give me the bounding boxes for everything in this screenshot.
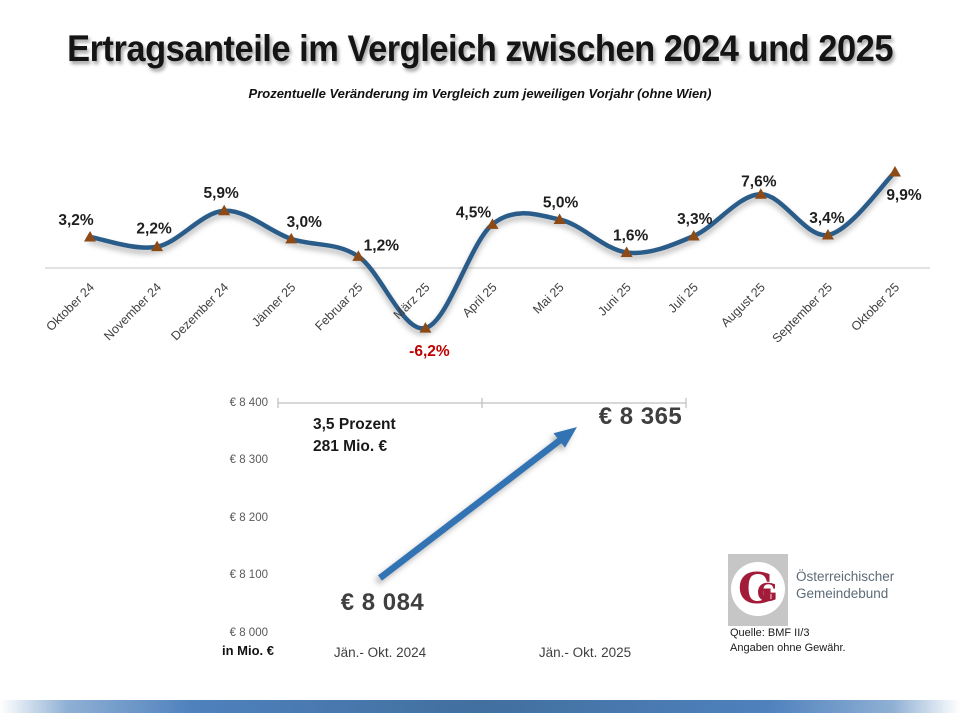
month-axis-label: Oktober 24: [43, 280, 97, 334]
monthly-change-line-chart: 3,2% 2,2% 5,9% 3,0% 1,2% -6,2% 4,5% 5,0% 1,6% 3,3…: [43, 165, 930, 360]
month-axis-label: Juni 25: [595, 280, 633, 318]
month-axis-label: Jänner 25: [249, 280, 298, 329]
data-point-marker: [888, 165, 901, 177]
gemeindebund-logo-icon: G G: [728, 554, 788, 626]
data-point-label: 4,5%: [456, 204, 492, 221]
value-axis-tick-label: € 8 400: [229, 397, 268, 409]
month-axis-label: Mai 25: [530, 280, 566, 316]
logo-circle: G G: [731, 562, 785, 616]
data-point-label: 3,4%: [809, 210, 845, 227]
data-point-label: 3,0%: [287, 214, 323, 231]
value-axis-tick-label: € 8 300: [229, 454, 268, 467]
axis-unit-label: in Mio. €: [222, 643, 274, 658]
data-point-marker: [553, 213, 566, 224]
page-title: Ertragsanteile im Vergleich zwischen 202…: [0, 28, 960, 70]
value-2025: € 8 365: [598, 403, 683, 430]
data-point-marker: [821, 229, 834, 240]
value-2024: € 8 084: [340, 589, 425, 616]
data-point-label: 9,9%: [886, 187, 922, 204]
data-point-label: 3,3%: [677, 211, 713, 228]
data-point-marker: [218, 204, 231, 216]
logo-monogram-outer: G: [738, 564, 774, 613]
data-point-label: 5,0%: [543, 195, 579, 212]
value-axis-tick-label: € 8 000: [229, 626, 268, 639]
data-point-marker: [285, 232, 298, 244]
month-axis-label: Dezember 24: [168, 280, 231, 343]
month-axis-label: Februar 25: [312, 280, 365, 333]
top-gridline: [277, 398, 687, 408]
growth-annotation-amount: 281 Mio. €: [313, 438, 388, 455]
source-line1: Quelle: BMF II/3: [730, 627, 810, 639]
data-point-marker: [151, 240, 164, 252]
month-axis-label: Juli 25: [665, 280, 700, 315]
data-point-marker: [754, 188, 767, 199]
logo-text-line1: Österreichischer: [796, 569, 895, 584]
page-title-text: Ertragsanteile im Vergleich zwischen 202…: [67, 28, 893, 69]
data-point-label: 3,2%: [58, 212, 94, 229]
month-axis-label: Oktober 25: [848, 280, 902, 334]
category-2025: Jän.- Okt. 2025: [538, 645, 632, 660]
data-point-marker: [687, 229, 700, 241]
data-point-marker: [352, 250, 365, 261]
month-axis-label: April 25: [460, 280, 500, 320]
data-point-label: 7,6%: [741, 173, 777, 190]
data-point-label: 1,6%: [613, 227, 649, 244]
growth-annotation-percent: 3,5 Prozent: [313, 416, 396, 433]
month-axis-label: August 25: [718, 280, 768, 330]
month-axis-label: November 24: [101, 280, 164, 343]
page-subtitle: Prozentuelle Veränderung im Vergleich zu…: [248, 86, 712, 101]
data-point-marker: [419, 322, 432, 333]
value-axis-tick-label: € 8 100: [229, 569, 268, 582]
data-point-label: -6,2%: [409, 343, 450, 360]
footer-accent-bar: [0, 700, 960, 713]
growth-annotation: 3,5 Prozent 281 Mio. €: [313, 414, 396, 458]
value-axis-tick-label: € 8 200: [229, 511, 268, 524]
data-point-label: 2,2%: [136, 221, 172, 238]
data-point-marker: [486, 218, 499, 229]
logo-text: Österreichischer Gemeindebund: [796, 568, 894, 602]
growth-arrow-icon: [378, 427, 577, 581]
data-point-marker: [84, 230, 96, 242]
data-point-label: 5,9%: [203, 185, 239, 202]
logo-monogram-inner: G: [757, 578, 778, 607]
source-line2: Angaben ohne Gewähr.: [730, 642, 846, 654]
category-2024: Jän.- Okt. 2024: [333, 645, 427, 660]
month-axis-label: September 25: [770, 280, 835, 345]
data-point-label: 1,2%: [364, 237, 400, 254]
data-point-marker: [620, 246, 633, 257]
logo-text-line2: Gemeindebund: [796, 586, 889, 601]
totals-comparison-chart: [277, 398, 687, 581]
month-axis-label: März 25: [391, 280, 433, 322]
source-note: Quelle: BMF II/3 Angaben ohne Gewähr.: [730, 626, 846, 656]
